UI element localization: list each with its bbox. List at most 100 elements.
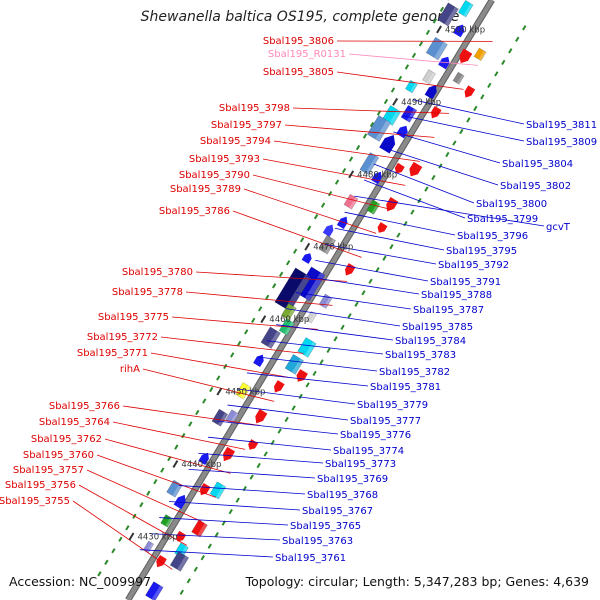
minor-tick [174,444,179,450]
gene-feature [301,253,312,264]
gene-feature [371,171,382,185]
gene-highlight [197,523,208,538]
gene-arrow [386,197,399,212]
minor-tick [319,359,324,365]
gene-body [145,581,164,600]
left-gene-label: Sbal195_3789 [170,184,241,195]
gene-feature [438,56,450,70]
minor-tick [272,283,277,289]
right-connector [256,356,378,372]
minor-tick [390,87,396,93]
gene-feature [156,554,167,568]
right-connector [227,404,349,421]
gene-feature [253,354,264,367]
left-connector [160,336,304,354]
scale-tick-mark [348,170,355,179]
gene-highlight [284,321,295,336]
right-gene-label: Sbal195_3774 [333,446,404,457]
accession-text: Accession: NC_009997 [9,574,152,589]
minor-tick [348,156,354,162]
gene-body [400,104,418,123]
left-connector [86,469,202,522]
gene-feature [284,354,305,375]
left-connector [112,421,246,450]
gene-feature [452,71,465,85]
minor-tick [376,110,382,116]
gene-feature [191,519,208,538]
gene-highlight [444,6,459,27]
gene-feature [145,581,164,600]
minor-tick [181,432,186,439]
left-connector [122,405,260,426]
left-gene-label: Sbal195_3805 [263,67,334,78]
right-gene-label: Sbal195_3809 [526,137,597,148]
gene-arrow [379,135,396,154]
minor-tick [347,313,352,319]
minor-tick [230,352,235,358]
minor-tick [146,490,151,496]
left-connector [195,271,348,282]
minor-tick [195,409,200,416]
minor-tick [292,248,298,254]
left-connector [262,158,406,186]
right-gene-label: Sbal195_3763 [282,536,353,547]
gene-feature [425,36,448,61]
right-gene-label: Sbal195_3804 [502,159,573,170]
right-gene-label: Sbal195_3802 [500,181,571,192]
minor-tick [410,209,415,215]
minor-tick [244,329,249,335]
right-connector [373,163,475,204]
scale-tick-label: 4440 kbp [181,460,221,470]
left-gene-label: Sbal195_3756 [5,480,76,491]
minor-tick [432,18,438,24]
gene-highlight [172,483,183,498]
minor-tick [139,502,144,508]
minor-tick [397,75,403,82]
gene-arrow [176,530,187,542]
right-gene-label: Sbal195_3779 [357,400,428,411]
gene-body [280,303,297,321]
minor-tick [284,416,289,423]
right-gene-labels: Sbal195_3811 Sbal195_3809 Sbal195_3804 Sbal… [275,120,597,564]
minor-tick [340,324,345,330]
gene-feature [199,482,211,496]
gene-arrow [336,216,348,229]
right-gene-label: Sbal195_3799 [467,214,538,225]
gene-highlight [427,72,436,84]
label-connectors [72,40,545,570]
left-gene-label: rihA [120,364,140,375]
minor-tick [361,290,366,296]
right-connector [402,115,525,142]
gene-arrow [464,85,476,98]
right-gene-label: Sbal195_3767 [302,506,373,517]
minor-tick [326,347,331,354]
scale-tick-label: 4470 kbp [313,243,353,253]
scale-tick-label: 4480 kbp [357,170,397,180]
gene-highlight [371,202,380,215]
gene-feature [176,530,187,542]
minor-tick [334,179,340,185]
right-connector [305,276,420,295]
minor-tick [305,382,310,388]
minor-tick [188,421,193,427]
gene-highlight [151,585,164,600]
minor-tick [228,508,233,515]
scale-tick-mark [172,460,179,468]
gene-arrow [438,56,450,70]
gene-feature [464,85,476,98]
right-connector [412,99,525,125]
minor-tick [480,94,485,100]
minor-tick-marks [97,0,527,595]
minor-tick [368,278,373,284]
gene-arrow [322,224,334,237]
minor-tick [265,294,270,300]
left-connector [243,188,377,234]
gene-feature [473,47,487,62]
left-gene-labels: Sbal195_3806 Sbal195_R0131 Sbal195_3805 Sba… [0,36,346,507]
gene-body [452,71,465,85]
left-gene-label: Sbal195_3780 [122,267,193,278]
left-gene-label: Sbal195_3786 [159,206,230,217]
right-gene-label: Sbal195_3783 [385,350,456,361]
gene-feature [322,224,334,237]
right-connector [295,292,412,310]
